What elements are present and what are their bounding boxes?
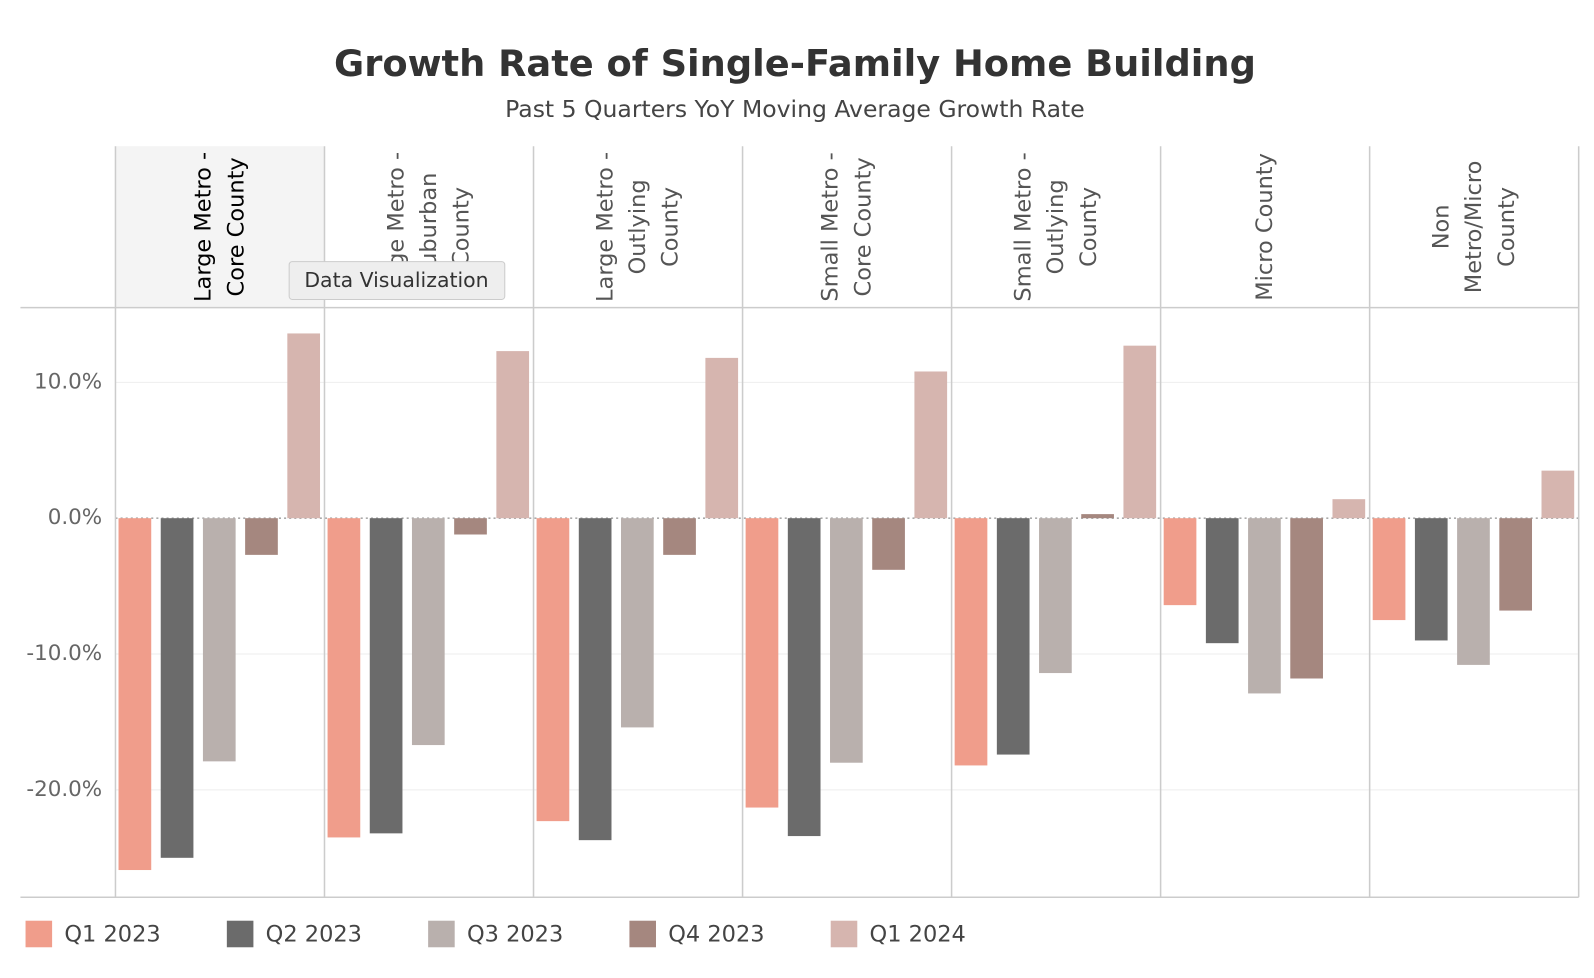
bar (1541, 470, 1575, 519)
bar (954, 518, 988, 766)
bar (1248, 518, 1281, 694)
header-line-text: County (1075, 187, 1101, 267)
bar (1457, 518, 1490, 665)
tooltip-text: Data Visualization (304, 268, 488, 292)
bar (1499, 518, 1533, 611)
chart-subtitle: Past 5 Quarters YoY Moving Average Growt… (505, 95, 1085, 123)
bar (663, 518, 696, 555)
bar (1123, 345, 1157, 519)
bar (996, 518, 1030, 755)
bar (830, 518, 863, 763)
bar (1039, 518, 1072, 674)
legend-label: Q1 2023 (64, 922, 160, 948)
chart-title: Growth Rate of Single-Family Home Buildi… (334, 42, 1256, 85)
bar (536, 518, 570, 822)
bar (118, 518, 152, 871)
category-header: Small Metro - Outlying County (1010, 152, 1101, 301)
header-line-text: Outlying (1043, 179, 1069, 274)
bar (287, 333, 321, 519)
category-header: Small Metro - Core County (817, 152, 876, 301)
legend-swatch (428, 920, 455, 948)
header-line-text: County (448, 187, 474, 267)
bar (496, 351, 530, 519)
header-line-text: Small Metro - (1010, 152, 1036, 301)
category-header: Large Metro - Core County (190, 152, 249, 302)
bar (620, 518, 654, 728)
bar (705, 357, 739, 519)
legend-swatch (629, 920, 656, 948)
header-line-text: Outlying (625, 179, 651, 274)
category-header: Non Metro/Micro County (1428, 161, 1519, 294)
legend-label: Q1 2024 (870, 922, 966, 948)
legend-swatch (226, 920, 254, 948)
header-line-text: Large Metro - (190, 152, 216, 302)
bar (914, 371, 948, 519)
legend-label: Q3 2023 (467, 922, 563, 948)
header-line-text: Micro County (1252, 153, 1278, 301)
y-tick-label: 10.0% (34, 369, 102, 394)
header-line-text: Large Metro - (592, 152, 618, 302)
bar (1414, 518, 1448, 641)
bar (787, 518, 821, 837)
y-tick-label: -10.0% (26, 641, 102, 666)
bar (202, 518, 236, 762)
header-line-text: County (657, 187, 683, 267)
header-line-text: Core County (223, 157, 249, 296)
bar (454, 518, 487, 535)
bar (1332, 499, 1366, 519)
category-header: Micro County (1252, 153, 1278, 301)
header-line-text: County (1493, 187, 1519, 267)
y-tick-label: 0.0% (48, 505, 102, 530)
header-line-text: Metro/Micro (1461, 161, 1487, 294)
bar (745, 518, 779, 808)
legend-label: Q2 2023 (266, 922, 362, 948)
bar (872, 518, 905, 570)
bar (369, 518, 403, 834)
bar (1205, 518, 1239, 644)
bar (1372, 518, 1406, 621)
y-tick-label: -20.0% (26, 777, 102, 802)
bar (411, 518, 445, 746)
bar (1163, 518, 1197, 606)
bar (578, 518, 612, 841)
header-line-text: Core County (850, 157, 876, 296)
header-line-text: Small Metro - (817, 152, 843, 301)
category-header: Large Metro - Outlying County (592, 152, 683, 302)
header-line-text: Non (1428, 205, 1454, 250)
bar (245, 518, 278, 555)
legend-swatch (830, 920, 858, 948)
bar (160, 518, 194, 858)
bar (327, 518, 361, 838)
legend-label: Q4 2023 (668, 922, 764, 948)
bar (1290, 518, 1323, 679)
bar (1081, 514, 1114, 519)
legend-swatch (25, 920, 53, 948)
tooltip-box (288, 261, 506, 300)
